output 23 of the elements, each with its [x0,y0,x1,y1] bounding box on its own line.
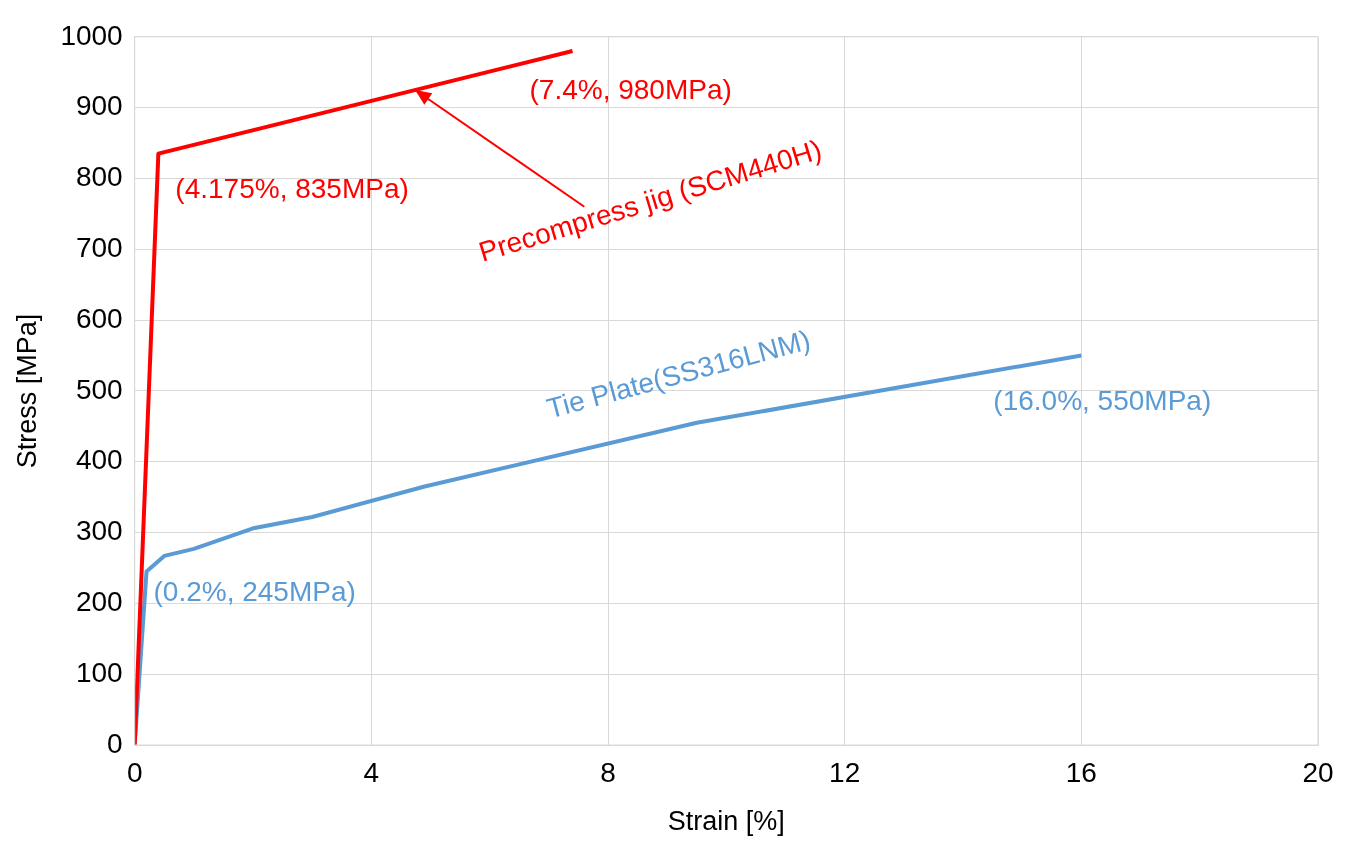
annotation: (7.4%, 980MPa) [529,73,732,105]
y-tick-label: 300 [75,515,123,547]
annotation: (16.0%, 550MPa) [993,385,1212,417]
x-tick-label: 4 [363,756,380,788]
annotation: (4.175%, 835MPa) [175,173,409,205]
y-tick-label: 100 [75,656,123,688]
y-tick-label: 900 [75,90,123,122]
y-tick-label: 0 [107,727,123,759]
y-tick-label: 200 [75,586,123,618]
x-axis-title: Strain [%] [667,806,785,837]
x-tick-label: 0 [126,756,143,788]
y-axis-title: Stress [MPa] [11,313,42,469]
y-tick-label: 600 [75,302,123,334]
y-tick-label: 800 [75,161,123,193]
annotation: (0.2%, 245MPa) [153,576,356,608]
x-tick-label: 8 [600,756,616,788]
y-tick-label: 1000 [60,19,123,51]
y-tick-label: 400 [75,444,123,476]
x-tick-label: 12 [829,756,861,788]
x-tick-label: 20 [1302,756,1334,788]
x-tick-label: 16 [1065,756,1097,788]
y-tick-label: 700 [75,231,123,263]
y-tick-label: 500 [75,373,123,405]
